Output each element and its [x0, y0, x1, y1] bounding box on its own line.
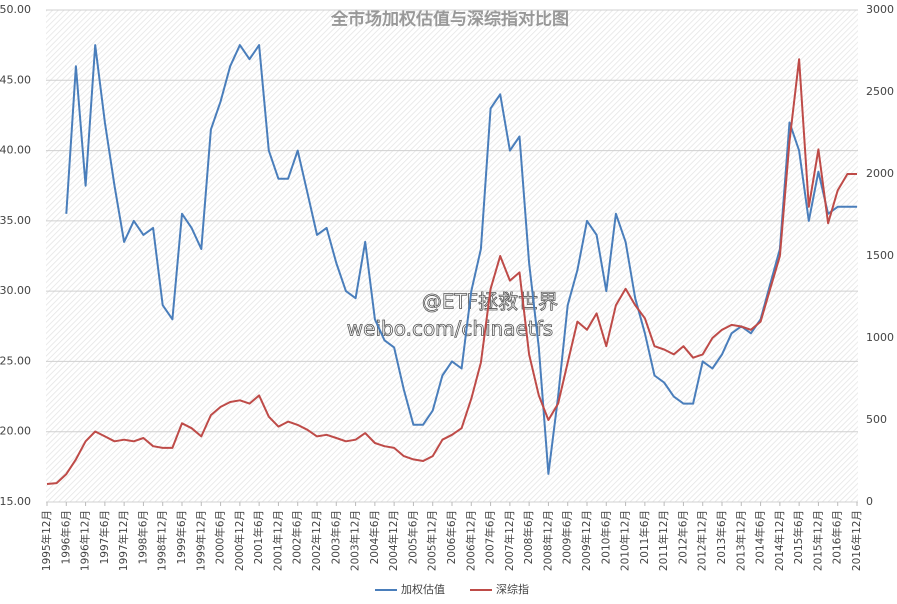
x-tick-label: 2008年12月 [541, 510, 554, 571]
x-tick-label: 2014年12月 [773, 510, 786, 571]
x-tick-label: 2003年6月 [329, 510, 342, 564]
x-tick-label: 2001年6月 [252, 510, 265, 564]
x-tick-label: 2010年6月 [599, 510, 612, 564]
y2-tick-label: 500 [866, 413, 887, 426]
x-tick-label: 2013年12月 [734, 510, 747, 571]
x-tick-label: 2010年12月 [619, 510, 632, 571]
y-tick-label: 25.00 [0, 354, 31, 367]
x-tick-label: 1997年6月 [98, 510, 111, 564]
x-tick-label: 1998年12月 [156, 510, 169, 571]
x-tick-label: 2016年6月 [831, 510, 844, 564]
x-tick-label: 2013年6月 [715, 510, 728, 564]
x-tick-label: 2009年12月 [580, 510, 593, 571]
x-tick-label: 2003年12月 [349, 510, 362, 571]
x-tick-label: 2006年12月 [464, 510, 477, 571]
x-tick-label: 2008年6月 [522, 510, 535, 564]
x-tick-label: 1998年6月 [136, 510, 149, 564]
x-tick-label: 1999年6月 [175, 510, 188, 564]
x-tick-label: 2012年6月 [676, 510, 689, 564]
x-tick-label: 2015年6月 [792, 510, 805, 564]
x-tick-label: 2004年12月 [387, 510, 400, 571]
y2-tick-label: 1500 [866, 249, 894, 262]
y-tick-label: 20.00 [0, 425, 31, 438]
watermark: weibo.com/chinaetfs [347, 317, 553, 341]
y2-tick-label: 0 [866, 495, 873, 508]
x-tick-label: 2000年6月 [214, 510, 227, 564]
y2-tick-label: 3000 [866, 3, 894, 16]
chart-title: 全市场加权估值与深综指对比图 [330, 9, 569, 30]
x-tick-label: 1996年6月 [59, 510, 72, 564]
x-tick-label: 2006年6月 [445, 510, 458, 564]
x-tick-label: 2009年6月 [561, 510, 574, 564]
x-tick-label: 2015年12月 [811, 510, 824, 571]
x-tick-label: 2007年6月 [484, 510, 497, 564]
y2-tick-label: 2000 [866, 167, 894, 180]
x-tick-label: 2011年6月 [638, 510, 651, 564]
x-tick-label: 2001年12月 [271, 510, 284, 571]
y2-tick-label: 2500 [866, 85, 894, 98]
legend-label: 加权估值 [401, 583, 445, 596]
x-tick-label: 2007年12月 [503, 510, 516, 571]
x-tick-label: 2005年6月 [406, 510, 419, 564]
y2-tick-label: 1000 [866, 331, 894, 344]
x-tick-label: 1999年12月 [194, 510, 207, 571]
x-tick-label: 2002年12月 [310, 510, 323, 571]
x-tick-label: 2012年12月 [696, 510, 709, 571]
y-tick-label: 15.00 [0, 495, 31, 508]
x-tick-label: 1995年12月 [40, 510, 53, 571]
x-tick-label: 2002年6月 [291, 510, 304, 564]
legend-label: 深综指 [496, 582, 529, 596]
x-tick-label: 2000年12月 [233, 510, 246, 571]
y-tick-label: 40.00 [0, 144, 31, 157]
line-series [46, 58, 857, 485]
y-tick-label: 30.00 [0, 284, 31, 297]
x-tick-label: 2014年6月 [754, 510, 767, 564]
plot-background [46, 10, 858, 502]
x-tick-label: 2016年12月 [850, 510, 863, 571]
line-series [65, 44, 857, 475]
y-tick-label: 45.00 [0, 73, 31, 86]
x-tick-label: 2005年12月 [426, 510, 439, 571]
x-tick-label: 2004年6月 [368, 510, 381, 564]
x-tick-label: 1996年12月 [79, 510, 92, 571]
y-tick-label: 35.00 [0, 214, 31, 227]
y-tick-label: 50.00 [0, 3, 31, 16]
x-tick-label: 1997年12月 [117, 510, 130, 571]
x-tick-label: 2011年12月 [657, 510, 670, 571]
